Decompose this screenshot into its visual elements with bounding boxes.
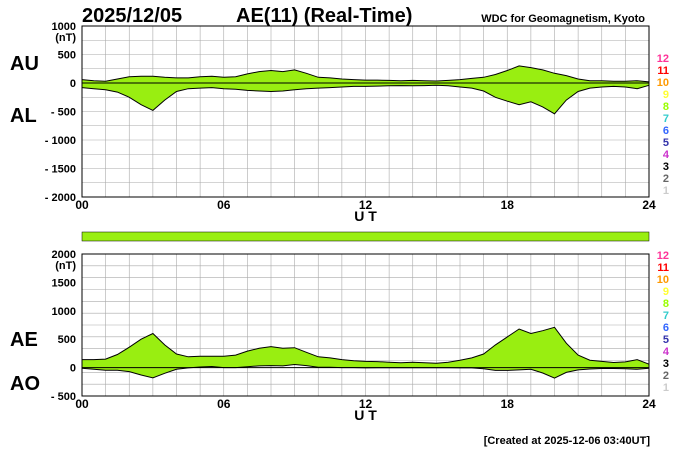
y-tick-label: - 500 — [51, 107, 76, 119]
x-tick-label: 24 — [642, 397, 656, 411]
y-tick-label: 1000 — [52, 306, 76, 318]
panel-au-al: 1000 500 0 - 500 - 1000 - 1500 - 2000 (nT) 00 06 1… — [10, 21, 656, 224]
station-count-label: 5 — [663, 137, 669, 149]
x-tick-label: 18 — [501, 198, 515, 212]
series-label-al: AL — [10, 105, 37, 127]
series-line-ae — [82, 326, 650, 365]
series-label-ao: AO — [10, 373, 40, 395]
station-count-label: 4 — [663, 346, 670, 358]
station-count-label: 10 — [657, 77, 669, 89]
station-count-label: 6 — [663, 125, 669, 137]
x-tick-label: 00 — [75, 198, 89, 212]
y-tick-label: 1000 — [52, 21, 76, 33]
station-count-label: 12 — [657, 53, 669, 65]
station-count-label: 1 — [663, 185, 669, 197]
y-tick-label: 0 — [70, 78, 76, 90]
station-count-label: 9 — [663, 89, 669, 101]
x-tick-label: 06 — [217, 198, 231, 212]
area-fill-band — [82, 327, 649, 379]
x-tick-label: 06 — [217, 397, 231, 411]
date-label: 2025/12/05 — [82, 5, 182, 27]
series-label-ae: AE — [10, 329, 38, 351]
series-line-au — [81, 65, 650, 83]
created-timestamp: [Created at 2025-12-06 03:40UT] — [484, 435, 651, 447]
x-tick-label: 00 — [75, 397, 89, 411]
x-tick-label: 24 — [642, 198, 656, 212]
station-count-label: 10 — [657, 274, 669, 286]
station-count-label: 8 — [663, 298, 669, 310]
station-count-label: 11 — [657, 65, 669, 77]
station-count-label: 2 — [663, 173, 669, 185]
x-tick-label: 18 — [501, 397, 515, 411]
y-unit-label: (nT) — [55, 260, 76, 272]
station-count-label: 2 — [663, 370, 669, 382]
station-count-label: 12 — [657, 250, 669, 262]
y-tick-label: 500 — [58, 334, 76, 346]
y-unit-label: (nT) — [55, 32, 76, 44]
series-line-al — [81, 84, 650, 115]
station-count-label: 6 — [663, 322, 669, 334]
station-count-label: 3 — [663, 358, 669, 370]
series-label-au: AU — [10, 53, 39, 75]
station-count-label: 1 — [663, 382, 669, 394]
station-count-label: 3 — [663, 161, 669, 173]
y-tick-label: 0 — [70, 363, 76, 375]
x-tick-label: 12 — [359, 198, 373, 212]
y-tick-label: - 1000 — [45, 135, 76, 147]
x-axis-label: U T — [354, 208, 377, 224]
x-tick-label: 12 — [359, 397, 373, 411]
y-tick-label: - 2000 — [45, 192, 76, 204]
panel-ae-ao: 2000 1500 1000 500 0 - 500 (nT) 00 06 12 18 24 U T AE… — [10, 249, 656, 423]
y-tick-label: 2000 — [52, 249, 76, 261]
plot-frame — [81, 253, 650, 397]
x-axis-label: U T — [354, 407, 377, 423]
station-count-label: 7 — [663, 310, 669, 322]
y-tick-label: 1500 — [52, 277, 76, 289]
data-coverage-bar — [81, 231, 650, 242]
y-tick-label: 500 — [58, 50, 76, 62]
source-label: WDC for Geomagnetism, Kyoto — [481, 13, 645, 25]
page-title: AE(11) (Real-Time) — [236, 5, 412, 27]
station-count-label: 4 — [663, 149, 670, 161]
area-fill-band — [82, 65, 649, 114]
station-count-label: 9 — [663, 286, 669, 298]
station-count-label: 8 — [663, 101, 669, 113]
plot-frame — [81, 25, 650, 198]
y-tick-label: - 500 — [51, 391, 76, 403]
y-tick-label: - 1500 — [45, 164, 76, 176]
station-count-label: 5 — [663, 334, 669, 346]
station-count-label: 11 — [657, 262, 669, 274]
station-count-label: 7 — [663, 113, 669, 125]
